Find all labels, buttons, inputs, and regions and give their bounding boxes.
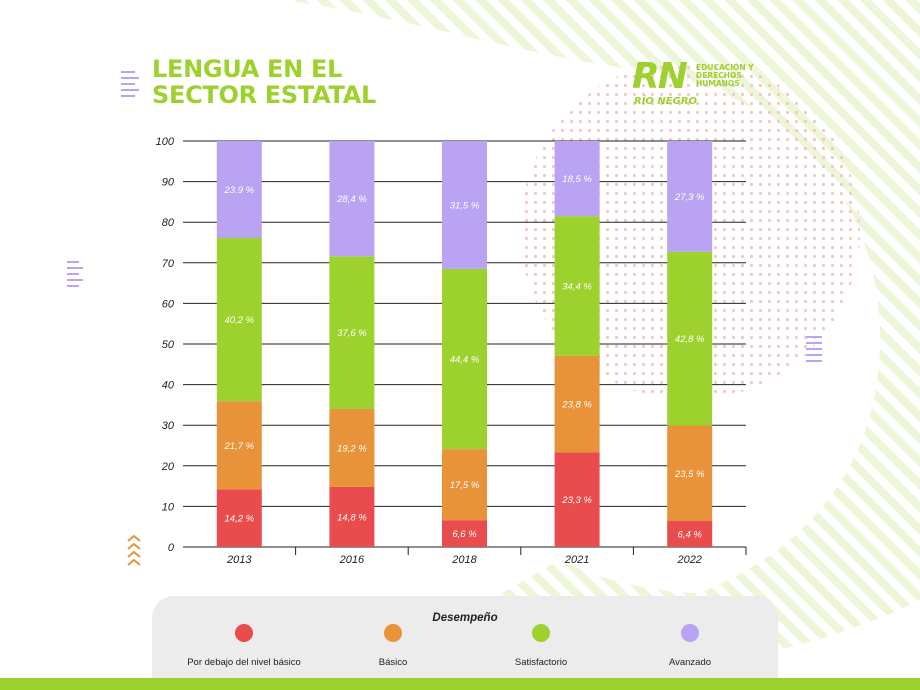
x-tick-label: 2016 — [339, 554, 365, 566]
bar-segment — [329, 408, 375, 487]
bar-segment — [667, 521, 713, 547]
y-tick-label: 40 — [162, 380, 175, 392]
y-tick-label: 100 — [156, 136, 175, 148]
y-tick-label: 60 — [162, 298, 175, 310]
x-tick-label: 2021 — [564, 554, 589, 566]
rio-negro-logo: RN EDUCACIÓN Y DERECHOS HUMANOS RÍO NEGR… — [632, 56, 762, 110]
y-tick-label: 30 — [162, 420, 175, 432]
y-tick-label: 50 — [162, 339, 175, 351]
y-tick-label: 10 — [162, 501, 175, 513]
bar-segment — [667, 141, 713, 252]
bar-segment — [554, 141, 600, 217]
bar-segment — [329, 486, 375, 547]
legend-label: Satisfactorio — [514, 657, 568, 668]
y-tick-label: 80 — [162, 217, 175, 229]
bar-segment — [554, 355, 600, 453]
data-label: 14,8 % — [337, 512, 367, 523]
x-tick-label: 2013 — [226, 554, 252, 566]
bar-segment — [667, 251, 713, 426]
data-label: 37,6 % — [337, 328, 367, 339]
legend-label: Por debajo del nivel básico — [187, 657, 301, 668]
data-label: 14,2 % — [225, 514, 255, 525]
data-label: 23,5 % — [674, 469, 705, 480]
bar-segment — [216, 238, 262, 402]
y-tick-label: 70 — [162, 258, 175, 270]
title-line-1: LENGUA EN EL — [152, 55, 343, 83]
data-label: 23,3 % — [561, 495, 592, 506]
data-label: 23.9 % — [224, 185, 255, 196]
bar-segment — [329, 141, 375, 257]
bar-segment — [216, 401, 262, 490]
legend-panel: Desempeño Por debajo del nivel básico Bá… — [152, 596, 778, 690]
page-title: LENGUA EN EL SECTOR ESTATAL — [152, 56, 376, 108]
x-tick-label: 2022 — [676, 554, 701, 566]
legend-label: Avanzado — [668, 657, 712, 668]
x-tick-label: 2018 — [451, 554, 477, 566]
data-label: 42,8 % — [675, 334, 705, 345]
title-line-2: SECTOR ESTATAL — [152, 81, 376, 109]
legend-item-por-debajo: Por debajo del nivel básico — [164, 624, 324, 670]
logo-name: RÍO NEGRO — [634, 96, 698, 107]
data-label: 6,4 % — [678, 530, 703, 541]
bar-segment — [442, 520, 487, 547]
data-label: 27,3 % — [674, 192, 705, 203]
data-label: 44,4 % — [450, 355, 480, 366]
data-label: 31,5 % — [450, 200, 480, 211]
bar-segment — [216, 489, 262, 547]
data-label: 28,4 % — [336, 194, 367, 205]
data-label: 17,5 % — [450, 480, 480, 491]
bar-segment — [554, 452, 600, 547]
legend-label: Básico — [378, 657, 408, 668]
bar-segment — [329, 256, 375, 409]
logo-tagline: EDUCACIÓN Y DERECHOS HUMANOS — [696, 63, 754, 88]
y-tick-label: 0 — [168, 542, 175, 554]
data-label: 21,7 % — [224, 441, 255, 452]
bottom-accent-bar — [0, 678, 920, 690]
bar-segment — [442, 268, 487, 450]
legend-dot-red — [235, 624, 253, 642]
lines-decoration-title — [121, 71, 139, 101]
legend-dot-orange — [384, 624, 402, 642]
chevrons-up-icon — [127, 534, 141, 566]
bar-segment — [216, 141, 262, 239]
legend-dot-lavender — [681, 624, 699, 642]
data-label: 40,2 % — [225, 315, 255, 326]
data-label: 34,4 % — [562, 281, 592, 292]
bar-segment — [442, 449, 487, 521]
lines-decoration-left — [67, 261, 83, 291]
data-label: 18,5 % — [562, 174, 592, 185]
y-tick-label: 20 — [161, 461, 175, 473]
bar-segment — [554, 216, 600, 356]
legend-title: Desempeño — [432, 612, 498, 624]
data-label: 19,2 % — [337, 443, 367, 454]
legend-item-avanzado: Avanzado — [610, 624, 770, 670]
bar-segment — [667, 425, 713, 522]
bar-segment — [442, 141, 487, 269]
data-label: 6,6 % — [452, 529, 477, 540]
data-label: 23,8 % — [561, 400, 592, 411]
y-tick-label: 90 — [162, 177, 175, 189]
legend-dot-green — [532, 624, 550, 642]
logo-mark: RN — [632, 56, 688, 97]
lines-decoration-right — [806, 336, 822, 366]
legend-item-basico: Básico — [313, 624, 473, 670]
legend-item-satisfactorio: Satisfactorio — [461, 624, 621, 670]
